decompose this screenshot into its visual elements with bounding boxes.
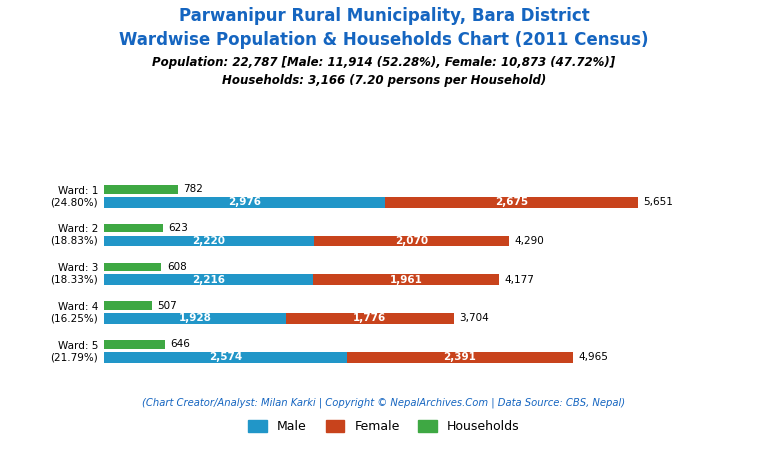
Text: Households: 3,166 (7.20 persons per Household): Households: 3,166 (7.20 persons per Hous… — [222, 74, 546, 87]
Bar — [104, 185, 177, 194]
Text: 4,290: 4,290 — [515, 236, 545, 246]
Text: 4,965: 4,965 — [578, 352, 608, 362]
Text: 507: 507 — [157, 301, 177, 311]
Text: Population: 22,787 [Male: 11,914 (52.28%), Female: 10,873 (47.72%)]: Population: 22,787 [Male: 11,914 (52.28%… — [152, 56, 616, 69]
Bar — [104, 197, 385, 207]
Text: 623: 623 — [168, 223, 188, 233]
Bar — [104, 301, 151, 310]
Text: 2,391: 2,391 — [444, 352, 476, 362]
Text: 782: 782 — [184, 185, 204, 194]
Text: 1,928: 1,928 — [178, 313, 211, 323]
Bar — [347, 352, 573, 363]
Text: 3,704: 3,704 — [459, 313, 489, 323]
Legend: Male, Female, Households: Male, Female, Households — [243, 415, 525, 438]
Bar — [104, 274, 313, 285]
Text: 608: 608 — [167, 262, 187, 272]
Bar — [104, 224, 163, 233]
Bar — [313, 236, 509, 247]
Text: 2,070: 2,070 — [395, 236, 428, 246]
Text: 1,776: 1,776 — [353, 313, 386, 323]
Text: 1,961: 1,961 — [389, 275, 422, 285]
Bar — [313, 274, 498, 285]
Text: 2,976: 2,976 — [228, 197, 261, 207]
Text: Parwanipur Rural Municipality, Bara District: Parwanipur Rural Municipality, Bara Dist… — [179, 7, 589, 25]
Bar — [104, 236, 313, 247]
Text: (Chart Creator/Analyst: Milan Karki | Copyright © NepalArchives.Com | Data Sourc: (Chart Creator/Analyst: Milan Karki | Co… — [142, 397, 626, 408]
Text: 646: 646 — [170, 339, 190, 349]
Bar — [104, 263, 161, 271]
Bar — [104, 313, 286, 324]
Bar — [286, 313, 454, 324]
Bar — [385, 197, 638, 207]
Text: 4,177: 4,177 — [504, 275, 534, 285]
Text: 2,574: 2,574 — [209, 352, 242, 362]
Text: 2,220: 2,220 — [192, 236, 225, 246]
Bar — [104, 352, 347, 363]
Bar — [104, 340, 165, 349]
Text: 2,675: 2,675 — [495, 197, 528, 207]
Text: Wardwise Population & Households Chart (2011 Census): Wardwise Population & Households Chart (… — [119, 31, 649, 49]
Text: 2,216: 2,216 — [192, 275, 225, 285]
Text: 5,651: 5,651 — [644, 197, 674, 207]
